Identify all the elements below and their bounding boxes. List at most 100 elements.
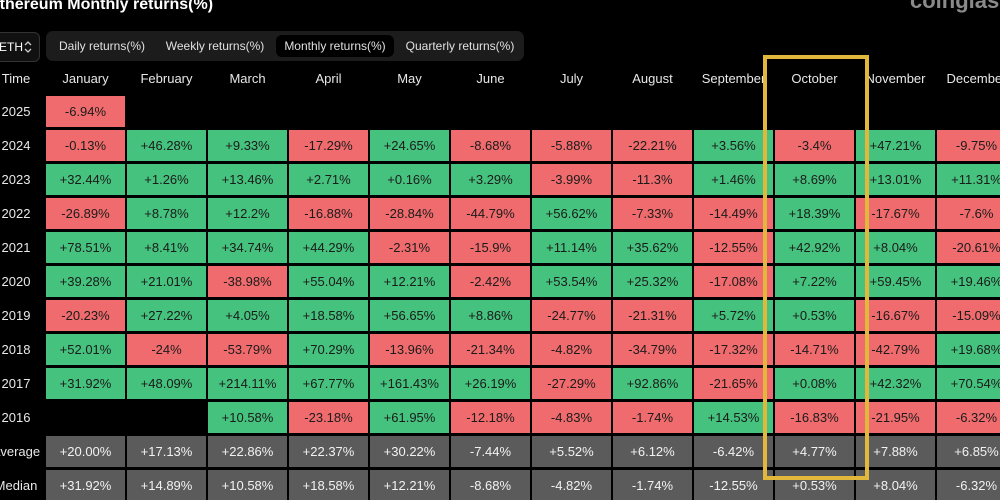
return-cell: +39.28%: [46, 266, 125, 297]
return-cell: -4.82%: [532, 334, 611, 365]
return-cell: +3.56%: [694, 130, 773, 161]
summary-cell: +7.88%: [856, 436, 935, 467]
column-header: January: [62, 70, 109, 86]
return-cell: +26.19%: [451, 368, 530, 399]
return-cell: -2.31%: [370, 232, 449, 263]
row-label: 2021: [1, 240, 31, 255]
summary-cell: +6.12%: [613, 436, 692, 467]
tab[interactable]: Quarterly returns(%): [405, 39, 515, 53]
column-header: May: [397, 70, 422, 86]
return-cell: +24.65%: [370, 130, 449, 161]
return-cell: +12.21%: [370, 266, 449, 297]
return-cell: +0.08%: [775, 368, 854, 399]
column-header: April: [315, 70, 342, 86]
return-cell: -3.99%: [532, 164, 611, 195]
return-cell: -3.4%: [775, 130, 854, 161]
summary-cell: +12.21%: [370, 470, 449, 500]
return-cell: +8.78%: [127, 198, 206, 229]
return-cell: +55.04%: [289, 266, 368, 297]
column-header: October: [791, 70, 838, 86]
summary-cell: -6.42%: [694, 436, 773, 467]
row-label: 2016: [1, 410, 31, 425]
return-cell: +53.54%: [532, 266, 611, 297]
return-cell: -11.3%: [613, 164, 692, 195]
column-header: August: [632, 70, 673, 86]
return-cell: -0.13%: [46, 130, 125, 161]
summary-cell: +10.58%: [208, 470, 287, 500]
return-cell: +59.45%: [856, 266, 935, 297]
return-cell: -44.79%: [451, 198, 530, 229]
return-cell: -1.74%: [613, 402, 692, 433]
return-cell: +2.71%: [289, 164, 368, 195]
return-cell: +3.29%: [451, 164, 530, 195]
row-label: Median: [0, 478, 38, 493]
return-cell: +92.86%: [613, 368, 692, 399]
return-cell: -34.79%: [613, 334, 692, 365]
return-cell: -21.65%: [694, 368, 773, 399]
return-cell: -42.79%: [856, 334, 935, 365]
summary-cell: +18.58%: [289, 470, 368, 500]
return-cell: -9.75%: [937, 130, 1000, 161]
return-cell: -23.18%: [289, 402, 368, 433]
return-cell: +14.53%: [694, 402, 773, 433]
tab[interactable]: Daily returns(%): [58, 39, 145, 53]
return-cell: -17.08%: [694, 266, 773, 297]
return-cell: +1.46%: [694, 164, 773, 195]
column-header: July: [559, 70, 584, 86]
return-cell: -14.49%: [694, 198, 773, 229]
return-cell: -16.67%: [856, 300, 935, 331]
tab-active[interactable]: Monthly returns(%): [276, 35, 394, 57]
summary-cell: +6.85%: [937, 436, 1000, 467]
return-cell: +13.01%: [856, 164, 935, 195]
return-cell: +161.43%: [370, 368, 449, 399]
column-header: March: [229, 70, 266, 86]
return-cell: +10.58%: [208, 402, 287, 433]
summary-cell: -12.55%: [694, 470, 773, 500]
return-cell: +31.92%: [46, 368, 125, 399]
tab[interactable]: Weekly returns(%): [165, 39, 265, 53]
return-cell: +21.01%: [127, 266, 206, 297]
logo: coinglass: [910, 0, 1000, 13]
return-cell: +44.29%: [289, 232, 368, 263]
return-cell: +32.44%: [46, 164, 125, 195]
summary-cell: +5.52%: [532, 436, 611, 467]
return-cell: -20.23%: [46, 300, 125, 331]
return-cell: -53.79%: [208, 334, 287, 365]
return-cell: -27.29%: [532, 368, 611, 399]
return-cell: -4.83%: [532, 402, 611, 433]
summary-cell: +8.04%: [856, 470, 935, 500]
return-cell: +27.22%: [127, 300, 206, 331]
return-cell: -15.9%: [451, 232, 530, 263]
tab-group: Daily returns(%) Weekly returns(%) Monthly…: [46, 31, 524, 61]
asset-selector[interactable]: ETH: [0, 32, 40, 62]
return-cell: -6.94%: [46, 96, 125, 127]
return-cell: +56.65%: [370, 300, 449, 331]
return-cell: -20.61%: [937, 232, 1000, 263]
return-cell: -26.89%: [46, 198, 125, 229]
return-cell: +47.21%: [856, 130, 935, 161]
return-cell: +34.74%: [208, 232, 287, 263]
return-cell: +8.04%: [856, 232, 935, 263]
summary-cell: +20.00%: [46, 436, 125, 467]
asset-label: ETH: [0, 40, 23, 54]
row-label: Average: [0, 444, 41, 459]
summary-cell: -1.74%: [613, 470, 692, 500]
row-label: 2025: [1, 104, 31, 119]
return-cell: -21.34%: [451, 334, 530, 365]
column-header: February: [140, 70, 193, 86]
return-cell: -2.42%: [451, 266, 530, 297]
return-cell: +5.72%: [694, 300, 773, 331]
return-cell: +18.58%: [289, 300, 368, 331]
return-cell: +78.51%: [46, 232, 125, 263]
return-cell: +25.32%: [613, 266, 692, 297]
return-cell: +8.86%: [451, 300, 530, 331]
return-cell: +56.62%: [532, 198, 611, 229]
return-cell: -12.18%: [451, 402, 530, 433]
return-cell: -5.88%: [532, 130, 611, 161]
summary-cell: -6.32%: [937, 470, 1000, 500]
return-cell: +7.22%: [775, 266, 854, 297]
row-label: 2022: [1, 206, 31, 221]
summary-cell: +31.92%: [46, 470, 125, 500]
summary-cell: +0.53%: [775, 470, 854, 500]
